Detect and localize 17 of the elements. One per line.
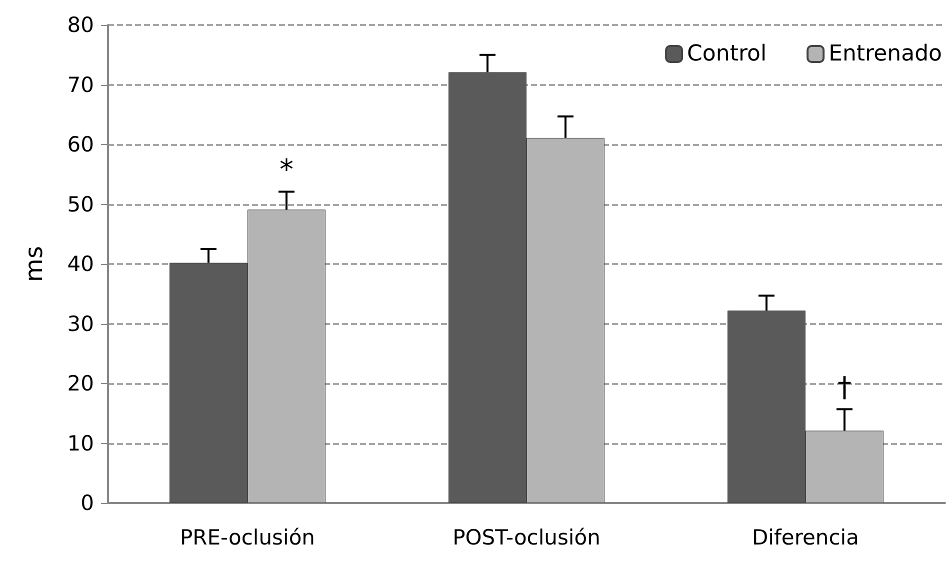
- y-tick-label: 0: [80, 491, 94, 515]
- legend-label: Entrenado: [828, 42, 942, 66]
- y-tick-label: 50: [67, 192, 94, 216]
- y-axis-title: ms: [20, 246, 48, 282]
- y-tick-label: 70: [67, 72, 94, 97]
- x-tick-label: POST-oclusión: [452, 526, 600, 550]
- y-tick-label: 60: [67, 132, 94, 156]
- x-tick-label: Diferencia: [752, 526, 859, 550]
- y-tick-label: 20: [67, 372, 94, 396]
- annotation: *: [280, 153, 294, 186]
- y-tick-label: 80: [67, 13, 94, 37]
- x-tick-label: PRE-oclusión: [180, 526, 315, 550]
- legend-label: Control: [687, 42, 767, 66]
- annotation: †: [838, 370, 852, 404]
- y-tick-label: 10: [67, 431, 94, 456]
- y-tick-label: 40: [67, 252, 94, 276]
- y-tick-label: 30: [67, 312, 94, 336]
